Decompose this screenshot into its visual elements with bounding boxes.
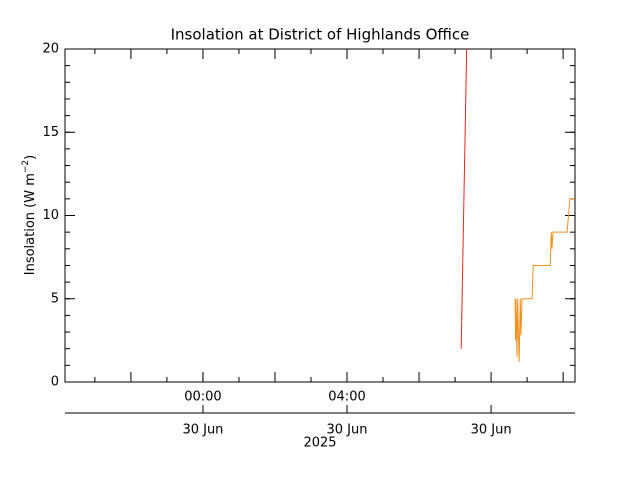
y-tick-label: 15: [42, 125, 59, 140]
date-tick-label: 30 Jun: [327, 423, 368, 438]
date-tick-label: 30 Jun: [471, 423, 512, 438]
y-label-text: ): [23, 155, 38, 160]
y-tick-label: 20: [42, 42, 59, 57]
date-tick-label: 30 Jun: [182, 423, 223, 438]
y-tick-label: 10: [42, 208, 59, 223]
y-tick-label: 0: [51, 375, 59, 390]
y-axis-label: Insolation (W m−2): [21, 155, 38, 276]
chart-title: Insolation at District of Highlands Offi…: [171, 26, 470, 44]
x-tick-label: 00:00: [184, 390, 221, 405]
y-tick-label: 5: [51, 291, 59, 306]
y-label-sup: −2: [21, 160, 31, 173]
y-label-text: Insolation (W m: [23, 173, 38, 275]
data-line: [460, 49, 468, 349]
date-axis-label: 2025: [303, 436, 336, 451]
data-line: [514, 198, 575, 363]
x-tick-label: 04:00: [328, 390, 365, 405]
